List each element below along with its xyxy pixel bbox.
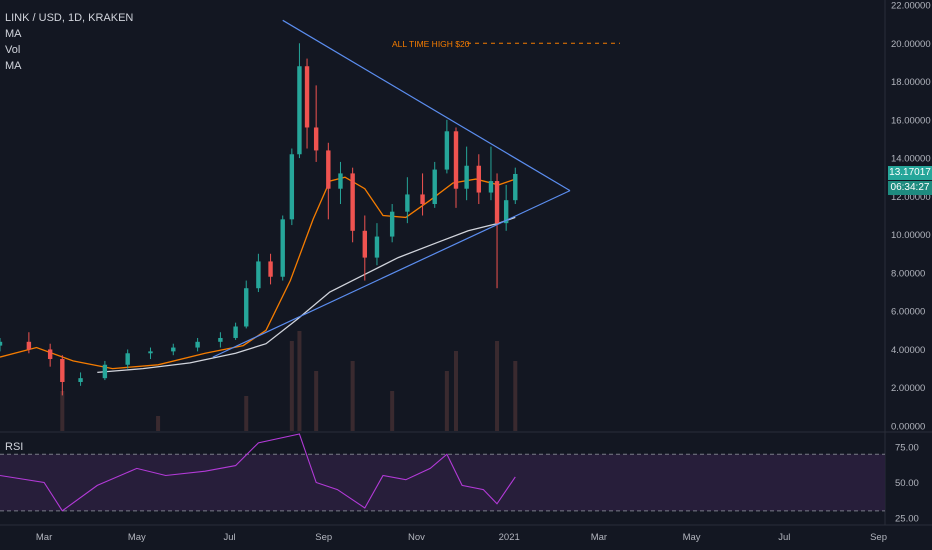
candle-body: [218, 337, 223, 342]
rsi-label: RSI: [5, 441, 24, 453]
x-tick-label: Mar: [591, 532, 607, 543]
volume-bar: [513, 361, 518, 431]
candle-body: [326, 150, 331, 189]
volume-bar: [289, 341, 294, 431]
indicator-ma-1[interactable]: MA: [5, 28, 22, 40]
y-tick-label: 6.00000: [891, 307, 925, 318]
volume-bar: [444, 371, 449, 431]
candle-body: [350, 173, 355, 231]
candle-body: [26, 341, 32, 350]
candle-body: [195, 341, 200, 348]
candle-body: [420, 194, 425, 205]
candle-body: [280, 219, 285, 277]
chart-legend: LINK / USD, 1D, KRAKEN MA Vol MA: [5, 10, 133, 74]
candle-body: [432, 169, 437, 205]
volume-bar: [350, 361, 355, 431]
volume-bar: [297, 331, 302, 431]
x-tick-label: May: [128, 532, 146, 543]
x-tick-label: May: [683, 532, 701, 543]
symbol-title: LINK / USD, 1D, KRAKEN: [5, 12, 134, 24]
volume-bar: [495, 341, 500, 431]
ma-orange-line: [0, 176, 516, 370]
candle-body: [148, 351, 153, 354]
candle-body: [171, 347, 176, 352]
candle-body: [503, 200, 509, 224]
y-tick-label: 4.00000: [891, 345, 925, 356]
y-tick-label: 16.00000: [891, 115, 931, 126]
candle-body: [464, 165, 469, 189]
candle-body: [47, 349, 53, 360]
y-tick-label: 20.00000: [891, 39, 931, 50]
y-tick-label: 8.00000: [891, 268, 925, 279]
candle-body: [494, 181, 500, 224]
x-tick-label: Sep: [315, 532, 332, 543]
volume-bar: [314, 371, 319, 431]
candle-body: [389, 211, 395, 237]
candle-body: [244, 288, 249, 327]
candle-body: [102, 364, 108, 379]
candle-body: [289, 154, 295, 220]
volume-bar: [60, 391, 65, 431]
candle-body: [233, 326, 238, 338]
countdown-badge: 06:34:27: [888, 181, 932, 195]
candle-body: [444, 131, 450, 170]
volume-bar: [244, 396, 249, 431]
indicator-vol[interactable]: Vol: [5, 44, 21, 56]
volume-bar: [390, 391, 395, 431]
ma-white-line: [97, 216, 516, 374]
indicator-ma-2[interactable]: MA: [5, 60, 22, 72]
rsi-tick-label: 75.00: [895, 443, 919, 454]
candle-body: [374, 236, 380, 258]
candle-body: [488, 181, 494, 193]
x-tick-label: Nov: [408, 532, 425, 543]
y-tick-label: 10.00000: [891, 230, 931, 241]
candle-body: [256, 261, 261, 289]
candle-body: [268, 261, 273, 277]
volume-bar: [454, 351, 458, 431]
candle-body: [60, 359, 65, 382]
rsi-tick-label: 25.00: [895, 513, 919, 524]
rsi-tick-label: 50.00: [895, 478, 919, 489]
candle-body: [78, 378, 83, 382]
y-tick-label: 14.00000: [891, 154, 931, 165]
candle-body: [405, 194, 410, 212]
x-tick-label: Mar: [36, 532, 52, 543]
candle-body: [513, 173, 518, 201]
trendline-lower: [212, 190, 571, 358]
y-tick-label: 22.00000: [891, 1, 931, 12]
y-tick-label: 12.00000: [891, 192, 931, 203]
candle-body: [453, 131, 459, 189]
trendline-upper: [282, 19, 571, 192]
x-tick-label: Jul: [778, 532, 790, 543]
x-tick-label: Sep: [870, 532, 887, 543]
candle-body: [362, 230, 367, 258]
volume-bar: [156, 416, 161, 431]
candle-body: [476, 165, 481, 193]
rsi-band: [0, 454, 885, 511]
x-tick-label: Jul: [223, 532, 235, 543]
candle-body: [125, 353, 130, 365]
y-tick-label: 2.00000: [891, 383, 925, 394]
y-tick-label: 18.00000: [891, 77, 931, 88]
candle-body: [297, 66, 302, 155]
ath-annotation: ALL TIME HIGH $20: [392, 39, 470, 49]
candle-body: [338, 173, 343, 189]
rsi-line: [0, 433, 516, 512]
candle-body: [313, 127, 319, 151]
y-tick-label: 0.00000: [891, 422, 925, 433]
last-price-badge: 13.17017: [888, 166, 932, 180]
candle-body: [304, 66, 310, 128]
x-tick-label: 2021: [499, 532, 520, 543]
candle-body: [0, 341, 3, 346]
